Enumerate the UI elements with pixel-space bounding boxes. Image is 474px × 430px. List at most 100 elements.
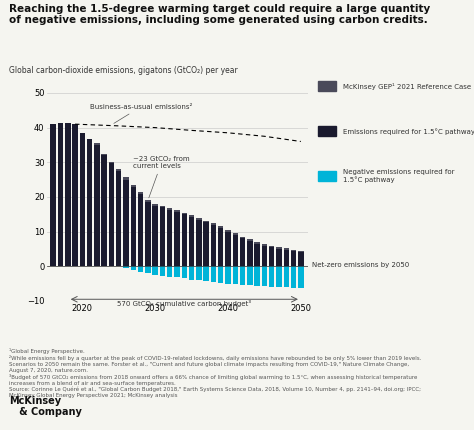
Bar xyxy=(196,218,201,266)
Bar xyxy=(283,248,289,266)
Bar xyxy=(283,250,289,266)
Bar xyxy=(174,266,180,277)
Bar xyxy=(225,266,231,284)
Text: ¹Global Energy Perspective.
²While emissions fell by a quarter at the peak of CO: ¹Global Energy Perspective. ²While emiss… xyxy=(9,348,422,398)
Bar xyxy=(233,235,238,266)
Bar xyxy=(101,155,107,266)
Bar xyxy=(182,214,187,266)
Bar xyxy=(240,266,245,285)
Bar xyxy=(174,212,180,266)
Bar xyxy=(58,123,63,266)
Bar xyxy=(51,124,56,266)
Bar xyxy=(276,266,282,287)
Bar xyxy=(138,266,143,271)
Bar xyxy=(203,221,209,266)
Bar xyxy=(247,266,253,286)
Bar xyxy=(58,123,63,266)
Bar xyxy=(123,266,129,268)
Bar xyxy=(262,246,267,266)
Bar xyxy=(167,266,173,277)
Bar xyxy=(269,266,274,287)
Bar xyxy=(51,124,56,266)
Text: Business-as-usual emissions²: Business-as-usual emissions² xyxy=(90,104,192,123)
Bar xyxy=(247,239,253,266)
Bar xyxy=(80,133,85,266)
Bar xyxy=(255,244,260,266)
Bar xyxy=(94,143,100,266)
Bar xyxy=(73,124,78,266)
Bar xyxy=(218,266,223,283)
Text: McKinsey
   & Company: McKinsey & Company xyxy=(9,396,82,417)
Bar xyxy=(225,232,231,266)
Bar xyxy=(160,206,165,266)
Bar xyxy=(203,222,209,266)
Bar xyxy=(145,266,151,273)
Bar xyxy=(138,192,143,266)
Bar xyxy=(94,145,100,266)
Bar xyxy=(276,247,282,266)
Bar xyxy=(255,242,260,266)
Bar xyxy=(160,266,165,276)
Text: Emissions required for 1.5°C pathway: Emissions required for 1.5°C pathway xyxy=(343,128,474,135)
Bar xyxy=(276,249,282,266)
Bar xyxy=(291,266,296,288)
Bar xyxy=(123,177,129,266)
Bar xyxy=(73,124,78,266)
Bar xyxy=(196,219,201,266)
Bar xyxy=(203,266,209,281)
Bar xyxy=(269,247,274,266)
Bar xyxy=(189,215,194,266)
Bar xyxy=(153,206,158,266)
Bar xyxy=(247,241,253,266)
Bar xyxy=(145,202,151,266)
Bar xyxy=(131,185,136,266)
Bar xyxy=(189,217,194,266)
Bar xyxy=(211,223,216,266)
Bar xyxy=(291,252,296,266)
Bar xyxy=(218,227,223,266)
Bar xyxy=(145,200,151,266)
Bar xyxy=(211,225,216,266)
Bar xyxy=(298,251,303,266)
Bar xyxy=(255,266,260,286)
Bar xyxy=(138,194,143,266)
Text: Reaching the 1.5-degree warming target could require a large quantity
of negativ: Reaching the 1.5-degree warming target c… xyxy=(9,4,431,25)
Text: Negative emissions required for
1.5°C pathway: Negative emissions required for 1.5°C pa… xyxy=(343,169,455,183)
Bar xyxy=(262,266,267,286)
Bar xyxy=(87,139,92,266)
Bar xyxy=(196,266,201,280)
Bar xyxy=(283,266,289,288)
Bar xyxy=(269,246,274,266)
Bar xyxy=(131,266,136,270)
Bar xyxy=(160,207,165,266)
Bar xyxy=(233,266,238,284)
Text: 570 GtCO₂ cumulative carbon budget³: 570 GtCO₂ cumulative carbon budget³ xyxy=(117,300,251,307)
Bar xyxy=(153,204,158,266)
Bar xyxy=(318,171,336,181)
Bar xyxy=(116,171,121,266)
Bar xyxy=(182,212,187,266)
Bar xyxy=(109,163,114,266)
Bar xyxy=(298,252,303,266)
Bar xyxy=(182,266,187,279)
Bar xyxy=(225,230,231,266)
Bar xyxy=(131,187,136,266)
Bar xyxy=(80,133,85,266)
Bar xyxy=(318,81,336,91)
Text: McKinsey GEP¹ 2021 Reference Case: McKinsey GEP¹ 2021 Reference Case xyxy=(343,83,472,89)
Bar xyxy=(240,238,245,266)
Bar xyxy=(101,154,107,266)
Bar xyxy=(233,233,238,266)
Bar xyxy=(116,169,121,266)
Bar xyxy=(167,210,173,266)
Bar xyxy=(167,208,173,266)
Bar xyxy=(123,180,129,266)
Text: Global carbon-dioxide emissions, gigatons (GtCO₂) per year: Global carbon-dioxide emissions, gigaton… xyxy=(9,66,238,75)
Bar xyxy=(298,266,303,288)
Bar xyxy=(65,123,71,266)
Bar xyxy=(87,139,92,266)
Bar xyxy=(65,123,71,266)
Bar xyxy=(218,228,223,266)
Bar xyxy=(211,266,216,282)
Bar xyxy=(262,244,267,266)
